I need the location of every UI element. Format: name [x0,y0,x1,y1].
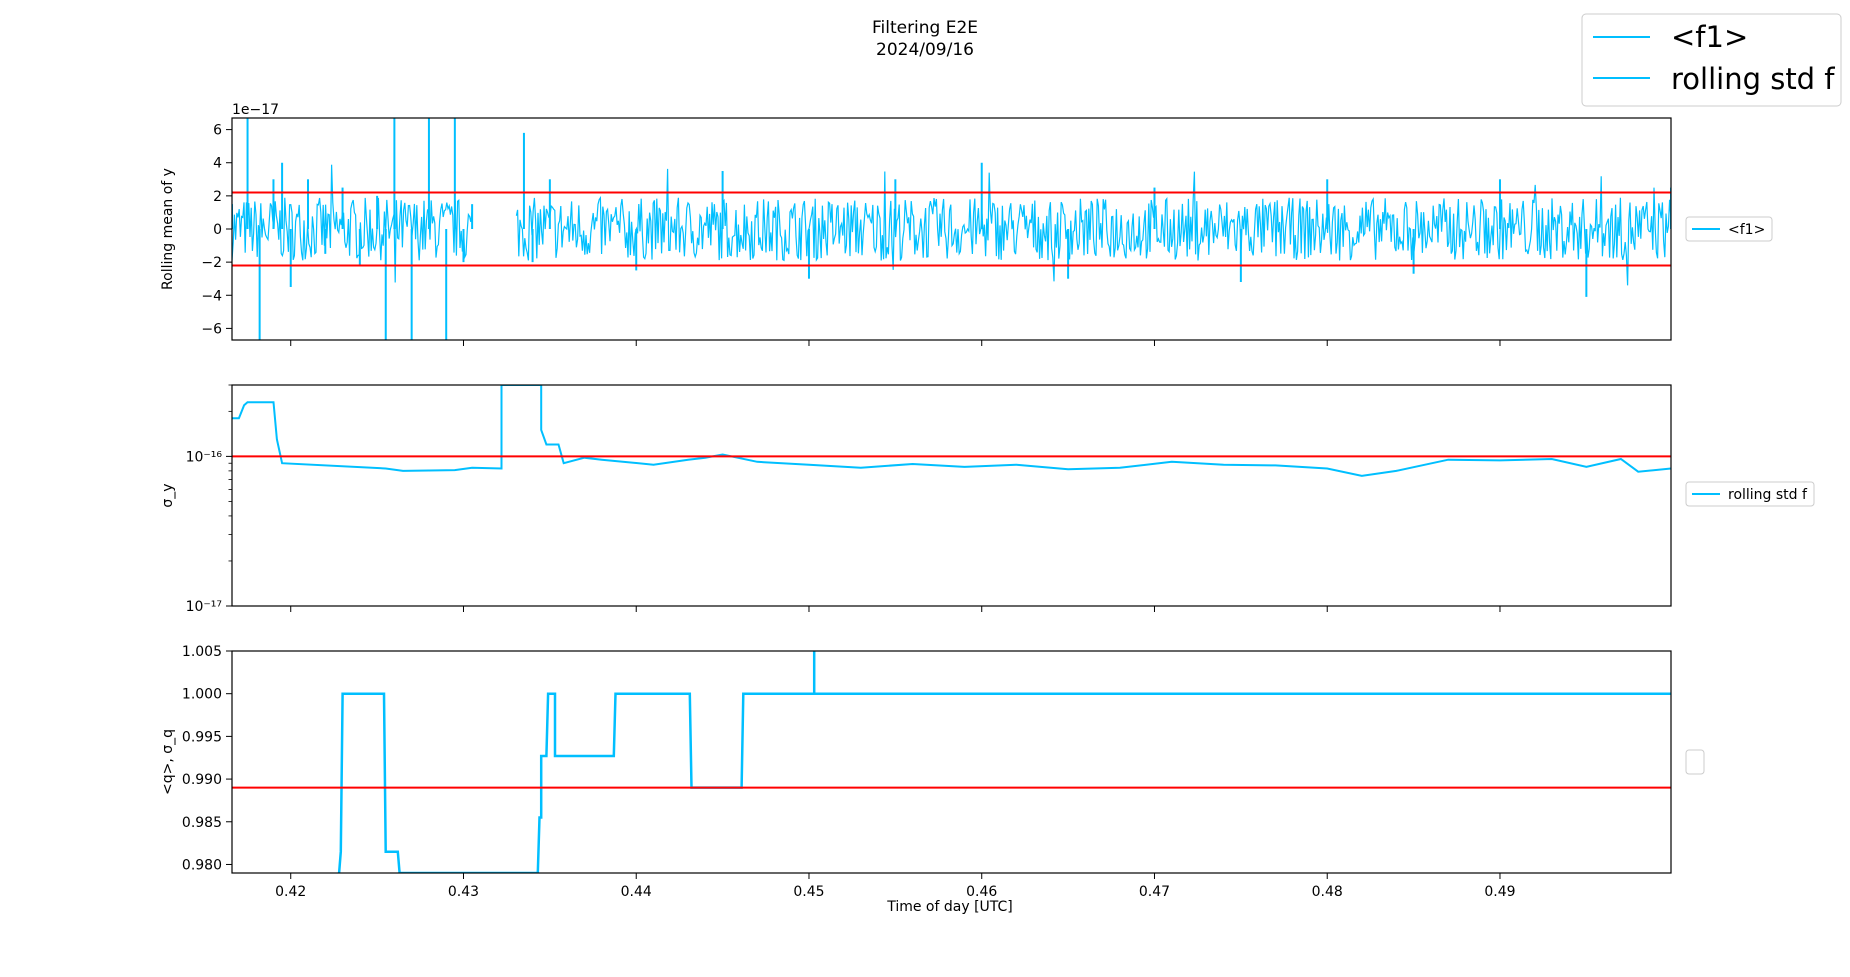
panel-legend-label: rolling std f [1728,487,1808,503]
y-tick-label: 10⁻¹⁶ [186,449,223,465]
y-axis-label: Rolling mean of y [160,168,176,290]
series-line-noise [515,168,1671,286]
y-tick-label: 0.995 [182,729,222,745]
x-tick-label: 0.44 [621,884,652,900]
figure-title: Filtering E2E [872,18,978,38]
figure-legend-label-std: rolling std f [1671,62,1835,96]
panel-legend: rolling std f [1685,481,1815,507]
panel-legend [1685,749,1705,775]
y-axis-label: <q>, σ_q [160,729,176,795]
series-line-noise [232,164,473,283]
y-tick-label: 1.000 [182,687,222,703]
y-tick-label: 0.980 [182,857,222,873]
axes-frame [231,650,1672,874]
figure-legend: <f1> rolling std f [1581,13,1842,107]
y-tick-label: 0.985 [182,815,222,831]
y-tick-label: −2 [201,255,222,271]
panel-q: 0.980 0.985 0.990 0.995 1.000 1.005 0.42 0.43 0.… [160,644,1705,900]
y-tick-label: 1.005 [182,644,222,660]
panel-rolling-mean: −6 −4 −2 0 2 4 6 Rolling mean of y 1e−17 <f1> [160,102,1773,346]
axes-frame [231,384,1672,607]
y-tick-label: −4 [201,288,222,304]
x-tick-label: 0.49 [1484,884,1515,900]
y-axis-label: σ_y [160,483,176,507]
panel-legend-frame [1685,216,1773,242]
figure-legend-label-f1: <f1> [1671,20,1748,54]
y-tick-label: 0.990 [182,772,222,788]
panel-rolling-std: 10⁻¹⁷ 10⁻¹⁶ σ_y rolling std f [160,384,1815,615]
figure-subtitle: 2024/09/16 [876,40,974,60]
panel-legend-label: <f1> [1728,222,1765,238]
y-tick-label: 6 [213,123,222,139]
panel-legend-frame [1685,749,1705,775]
series-line-0 [337,651,1671,873]
y-tick-label: −6 [201,321,222,337]
y-tick-label: 10⁻¹⁷ [186,599,222,615]
x-tick-label: 0.47 [1139,884,1170,900]
x-tick-label: 0.42 [275,884,306,900]
x-tick-label: 0.46 [966,884,997,900]
y-tick-label: 0 [213,222,222,238]
x-tick-label: 0.45 [793,884,824,900]
x-tick-label: 0.48 [1312,884,1343,900]
y-tick-label: 2 [213,189,222,205]
y-offset-text: 1e−17 [232,102,279,118]
x-axis-label: Time of day [UTC] [886,899,1013,915]
panel-legend: <f1> [1685,216,1773,242]
x-tick-label: 0.43 [448,884,479,900]
series-line-0 [232,385,1671,477]
panel-legend-frame [1685,481,1815,507]
y-tick-label: 4 [213,156,222,172]
